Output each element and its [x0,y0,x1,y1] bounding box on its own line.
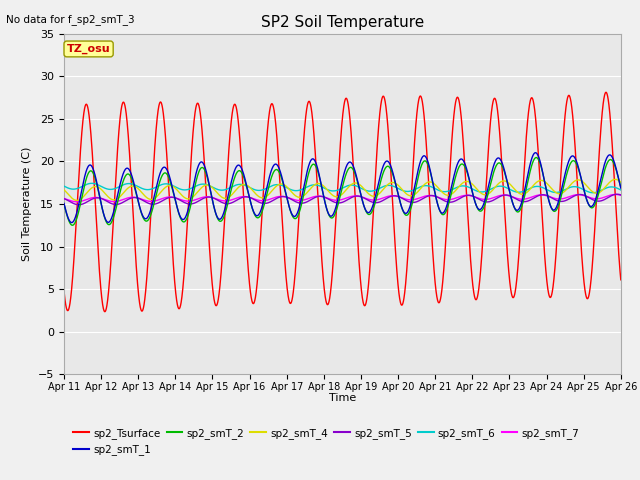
Line: sp2_smT_2: sp2_smT_2 [64,157,621,225]
sp2_smT_1 [547,203,554,208]
sp2_smT_2 [68,222,76,228]
Line: sp2_smT_6: sp2_smT_6 [64,183,621,193]
sp2_smT_1 [68,220,76,226]
sp2_Tsurface [298,165,306,170]
sp2_smT_7 [60,196,68,202]
sp2_smT_4 [73,198,81,204]
sp2_smT_5 [546,194,554,200]
sp2_Tsurface [60,288,68,294]
sp2_Tsurface [157,99,164,105]
sp2_smT_6 [157,182,164,188]
sp2_smT_4 [274,182,282,188]
sp2_Tsurface [606,115,614,121]
sp2_smT_2 [60,201,68,207]
sp2_smT_6 [606,184,614,190]
sp2_smT_2 [532,155,540,160]
Line: sp2_smT_7: sp2_smT_7 [64,194,621,202]
sp2_smT_5 [60,196,68,202]
sp2_smT_7 [274,194,282,200]
sp2_smT_2 [606,156,614,162]
sp2_smT_6 [274,182,282,188]
sp2_smT_6 [617,187,625,193]
Text: No data for f_sp2_smT_3: No data for f_sp2_smT_3 [6,14,135,25]
sp2_smT_6 [60,183,68,189]
sp2_smT_7 [73,199,81,204]
Line: sp2_smT_4: sp2_smT_4 [64,180,621,201]
sp2_smT_1 [532,150,540,156]
sp2_smT_2 [617,185,625,191]
sp2_smT_7 [606,192,614,198]
Legend: sp2_Tsurface, sp2_smT_1, sp2_smT_2, sp2_smT_4, sp2_smT_5, sp2_smT_6, sp2_smT_7: sp2_Tsurface, sp2_smT_1, sp2_smT_2, sp2_… [69,424,584,459]
sp2_Tsurface [101,309,109,314]
sp2_smT_6 [589,190,596,196]
sp2_smT_4 [124,185,132,191]
sp2_smT_1 [274,163,282,168]
sp2_smT_1 [157,168,164,174]
Title: SP2 Soil Temperature: SP2 Soil Temperature [260,15,424,30]
sp2_smT_1 [124,166,132,171]
sp2_smT_4 [606,179,614,185]
sp2_smT_5 [274,195,282,201]
sp2_Tsurface [602,89,610,95]
Text: TZ_osu: TZ_osu [67,44,111,54]
sp2_smT_1 [606,152,614,158]
sp2_smT_2 [274,167,282,173]
sp2_smT_6 [298,187,306,192]
sp2_smT_2 [547,202,554,208]
sp2_smT_5 [124,197,132,203]
sp2_smT_7 [617,192,625,198]
sp2_smT_5 [157,199,164,204]
sp2_Tsurface [274,145,282,151]
sp2_smT_5 [613,192,621,197]
sp2_smT_5 [606,193,614,199]
sp2_Tsurface [546,295,554,300]
sp2_smT_7 [546,194,554,200]
sp2_smT_1 [298,194,306,200]
sp2_smT_4 [60,187,68,192]
sp2_smT_6 [546,188,554,194]
Line: sp2_smT_1: sp2_smT_1 [64,153,621,223]
sp2_smT_6 [88,180,96,186]
sp2_smT_7 [298,197,306,203]
sp2_smT_5 [617,192,625,198]
sp2_smT_2 [298,200,306,206]
sp2_smT_2 [157,176,164,182]
sp2_smT_4 [546,184,554,190]
sp2_smT_7 [157,196,164,202]
sp2_smT_5 [298,200,306,206]
sp2_smT_5 [75,202,83,208]
X-axis label: Time: Time [329,394,356,403]
Y-axis label: Soil Temperature (C): Soil Temperature (C) [22,147,33,261]
sp2_smT_2 [124,171,132,177]
sp2_smT_7 [612,192,620,197]
sp2_smT_1 [60,201,68,206]
sp2_smT_1 [617,185,625,191]
Line: sp2_Tsurface: sp2_Tsurface [64,92,621,312]
sp2_smT_4 [611,177,619,182]
sp2_smT_7 [124,195,132,201]
sp2_Tsurface [617,277,625,283]
sp2_Tsurface [124,126,132,132]
Line: sp2_smT_5: sp2_smT_5 [64,194,621,205]
sp2_smT_6 [124,181,132,187]
sp2_smT_4 [157,189,164,195]
sp2_smT_4 [298,194,306,200]
sp2_smT_4 [617,179,625,185]
